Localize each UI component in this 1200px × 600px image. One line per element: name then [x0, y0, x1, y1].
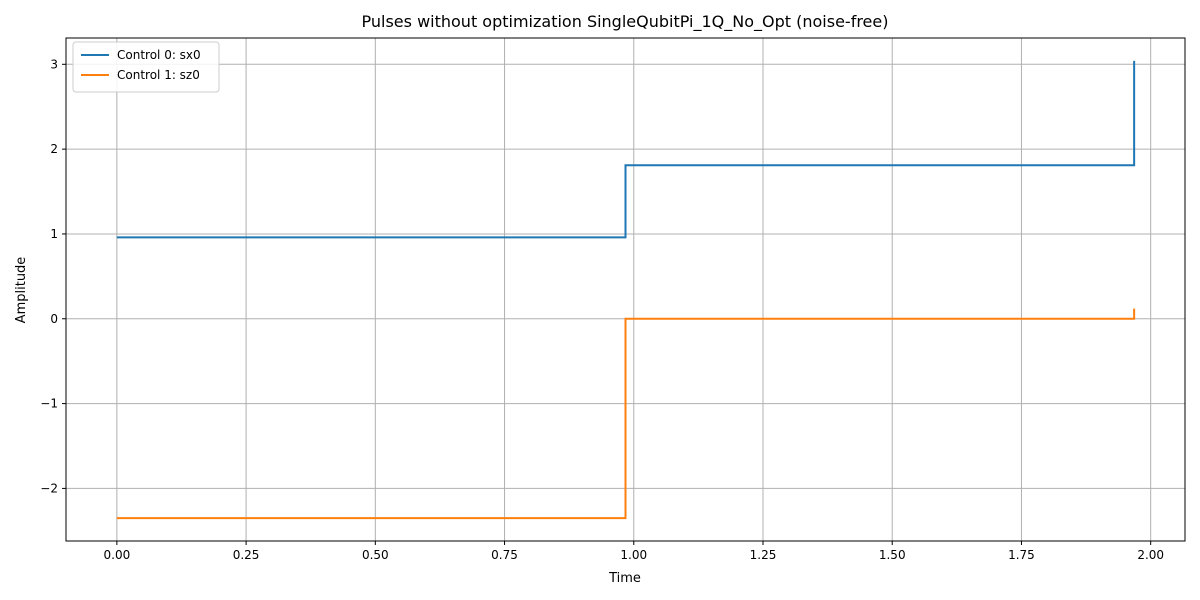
x-tick-label: 1.75: [1008, 548, 1035, 562]
series-line-0: [116, 60, 1136, 239]
x-tick-label: 1.50: [879, 548, 906, 562]
x-tick-label: 0.75: [491, 548, 518, 562]
y-tick-label: 2: [50, 142, 58, 156]
x-tick-label: 0.50: [362, 548, 389, 562]
series-line-1: [116, 308, 1136, 520]
series-lines: [116, 60, 1136, 520]
y-tick-label: 1: [50, 227, 58, 241]
x-axis-label: Time: [608, 571, 641, 586]
plot-frame: [65, 37, 1186, 542]
x-tick-label: 0.00: [104, 548, 131, 562]
y-tick-label: −1: [40, 397, 58, 411]
x-tick-label: 2.00: [1137, 548, 1164, 562]
x-tick-label: 1.00: [620, 548, 647, 562]
y-tick-label: −2: [40, 481, 58, 495]
y-tick-label: 0: [50, 312, 58, 326]
legend-label: Control 1: sz0: [117, 68, 200, 82]
legend: Control 0: sx0 Control 1: sz0: [72, 41, 220, 93]
x-tick-label: 1.25: [750, 548, 777, 562]
chart-title: Pulses without optimization SingleQubitP…: [362, 12, 889, 32]
legend-box: [72, 41, 220, 93]
legend-label: Control 0: sx0: [117, 48, 201, 62]
y-axis-label: Amplitude: [14, 257, 29, 324]
axis-ticks: 0.00 0.25 0.50 0.75 1.00 1.25 1.50 1.75 2.00 −2 −1…: [40, 57, 1164, 562]
y-tick-label: 3: [50, 57, 58, 71]
x-tick-label: 0.25: [233, 548, 260, 562]
